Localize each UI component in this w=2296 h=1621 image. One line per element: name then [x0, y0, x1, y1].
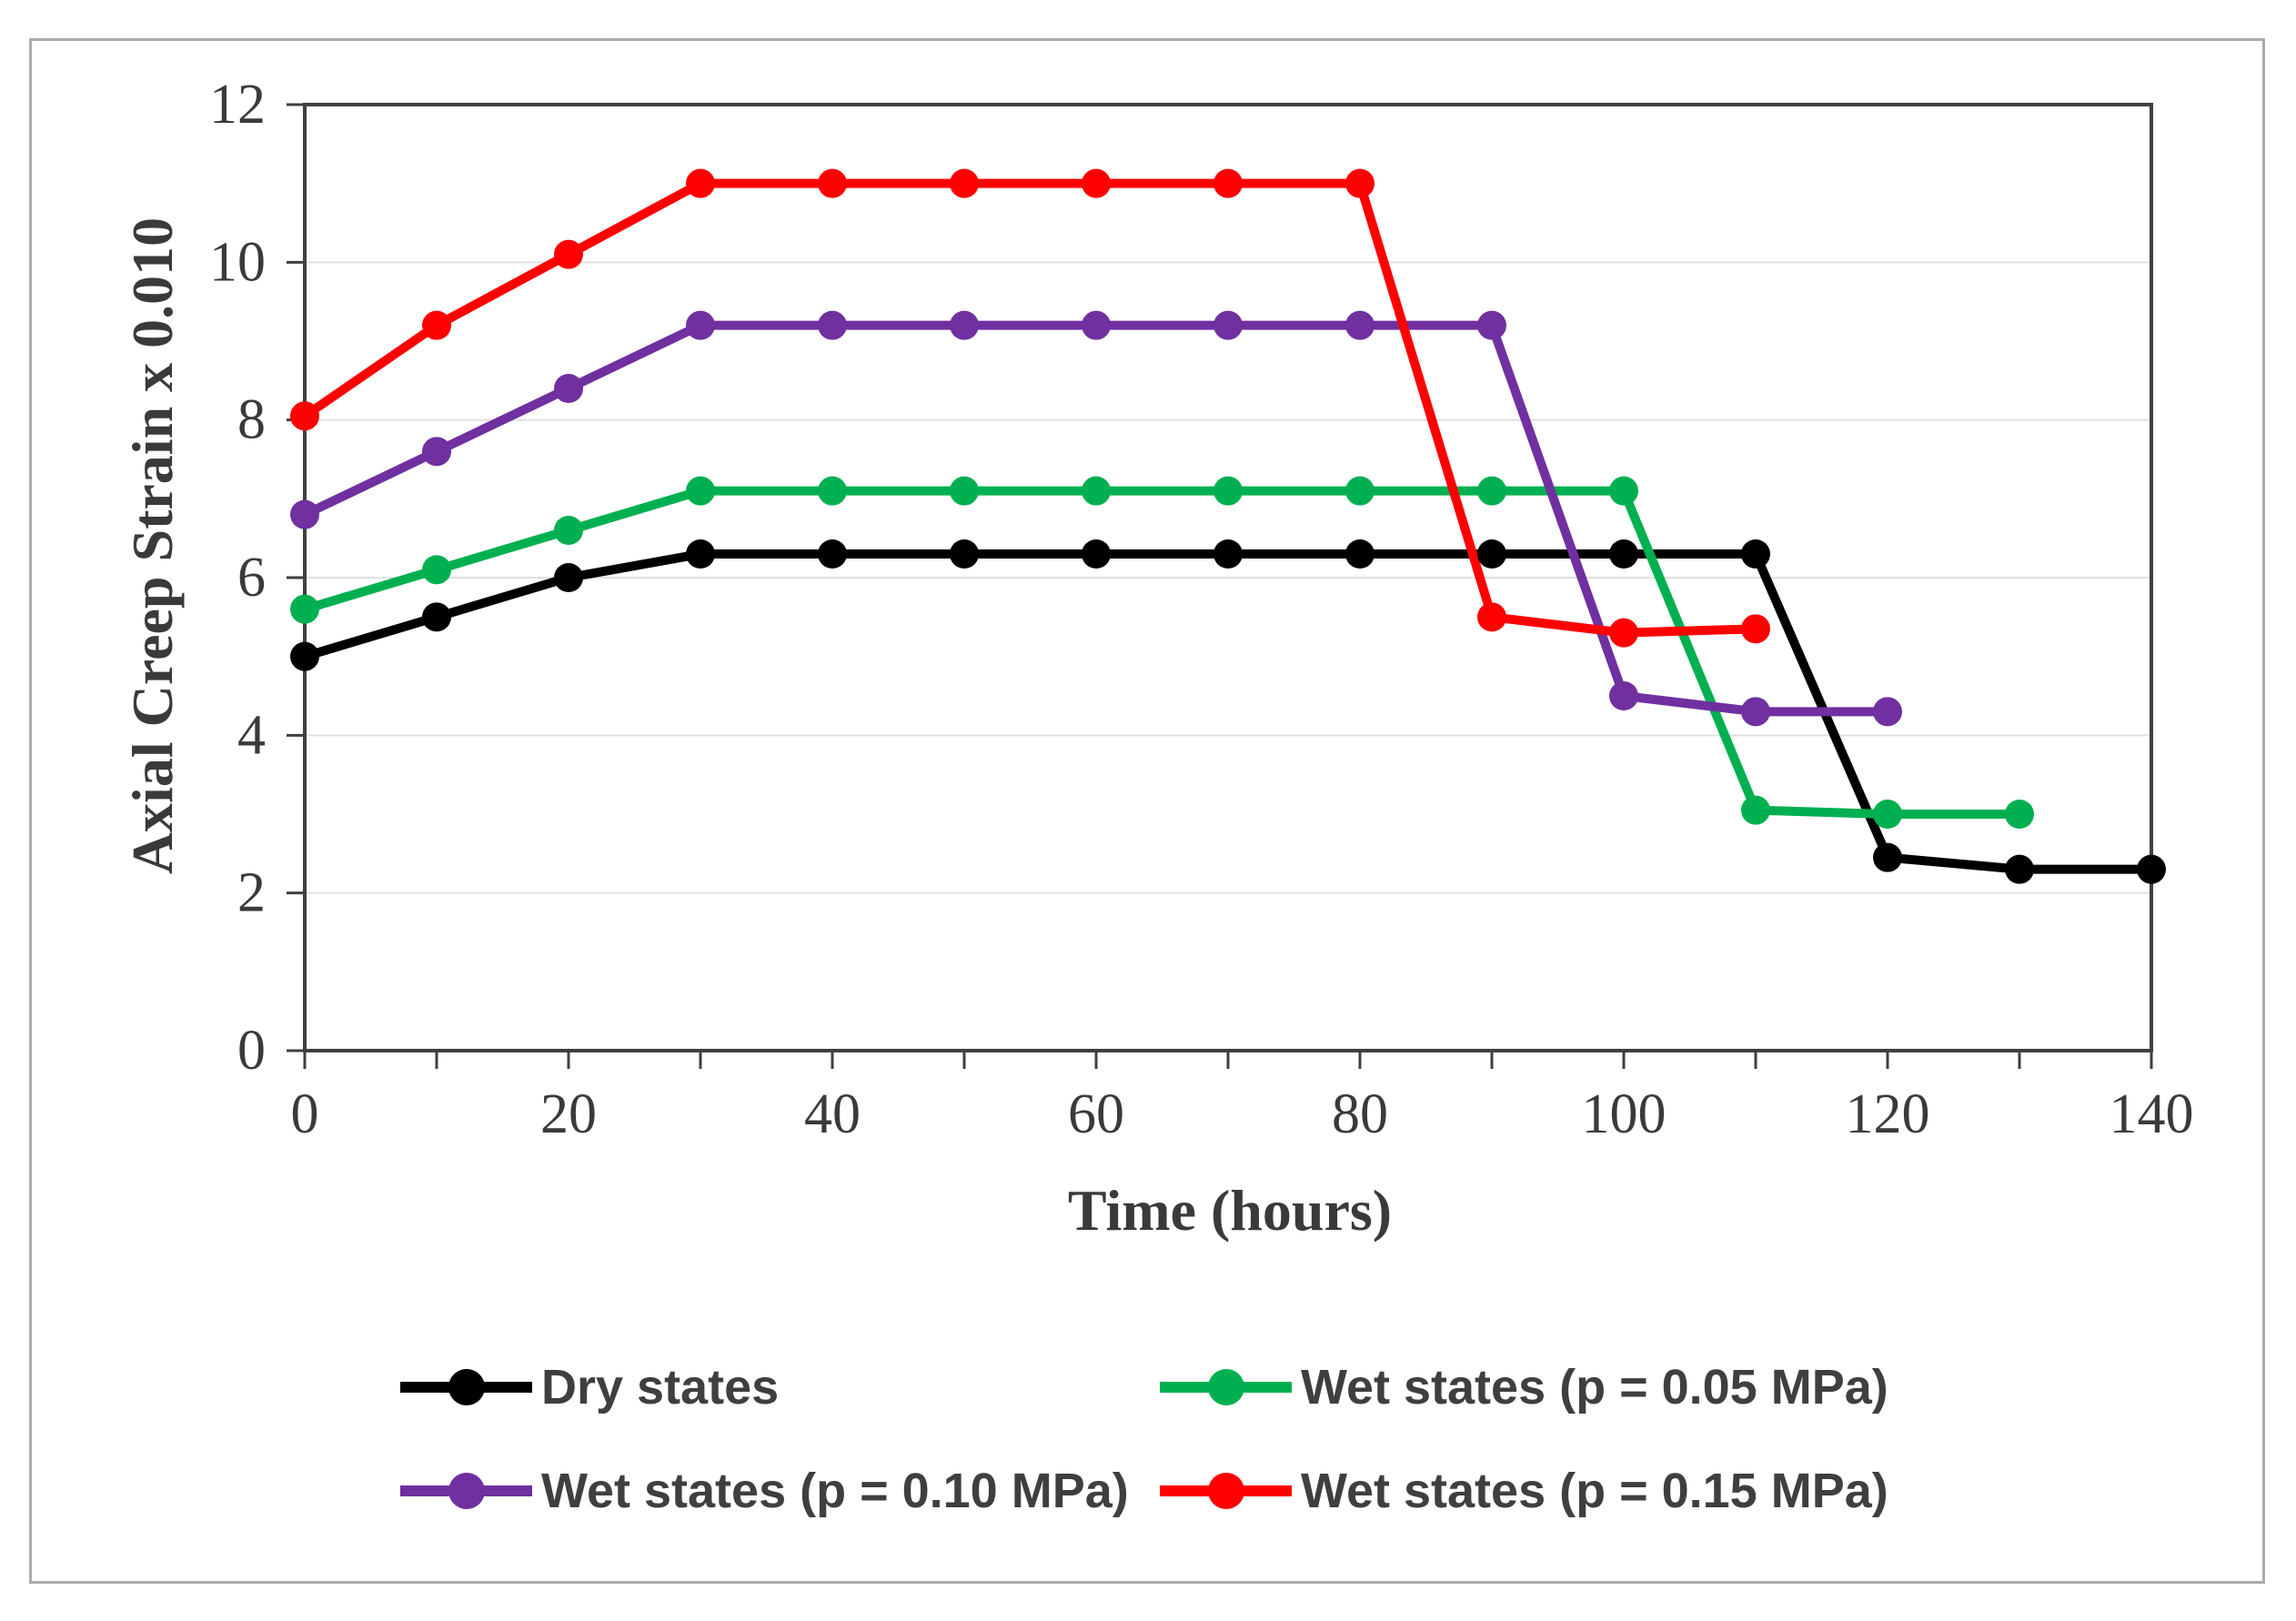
y-tick-label: 2	[237, 862, 266, 924]
legend-dot	[1207, 1369, 1244, 1405]
data-point-wet-states-010	[1741, 697, 1770, 727]
data-point-wet-states-005	[1213, 476, 1243, 506]
data-point-wet-states-015	[290, 401, 319, 431]
data-point-wet-states-010	[950, 310, 979, 340]
y-tick-label: 8	[237, 389, 266, 451]
data-point-wet-states-005	[2005, 800, 2034, 829]
legend-item-wet-states-010: Wet states (p = 0.10 MPa)	[400, 1463, 1160, 1519]
y-tick-label: 0	[237, 1020, 266, 1082]
x-tick-label: 20	[540, 1083, 597, 1145]
y-axis-title: Axial Creep Strain x 0.010	[120, 216, 185, 875]
data-point-dry-states	[1741, 539, 1770, 569]
legend-label-wet-states-010: Wet states (p = 0.10 MPa)	[541, 1464, 1129, 1518]
x-tick-label: 120	[1846, 1083, 1930, 1145]
legend-dot	[448, 1369, 485, 1405]
data-point-wet-states-010	[290, 499, 319, 529]
data-point-wet-states-015	[818, 168, 847, 198]
data-point-wet-states-005	[686, 476, 715, 506]
legend: Dry states Wet states (p = 0.05 MPa) Wet…	[400, 1335, 1888, 1543]
data-point-dry-states	[1873, 842, 1902, 872]
data-point-dry-states	[2137, 854, 2166, 884]
series-line-wet-states-010	[300, 320, 1892, 717]
data-point-dry-states	[1609, 539, 1638, 569]
data-point-dry-states	[1082, 539, 1111, 569]
line-marker-icon	[1160, 1369, 1292, 1405]
data-point-dry-states	[2005, 854, 2034, 884]
y-tick-label: 12	[209, 74, 266, 136]
data-point-wet-states-005	[1345, 476, 1375, 506]
data-point-wet-states-005	[554, 516, 583, 545]
x-axis-title: Time (hours)	[1067, 1178, 1393, 1243]
data-point-wet-states-005	[818, 476, 847, 506]
x-tick-label: 40	[804, 1083, 861, 1145]
data-point-wet-states-015	[1345, 168, 1375, 198]
legend-label-wet-states-005: Wet states (p = 0.05 MPa)	[1301, 1360, 1888, 1415]
legend-item-wet-states-015: Wet states (p = 0.15 MPa)	[1160, 1463, 1888, 1519]
legend-item-wet-states-005: Wet states (p = 0.05 MPa)	[1160, 1359, 1888, 1415]
data-point-wet-states-015	[1213, 168, 1243, 198]
data-point-wet-states-010	[1345, 310, 1375, 340]
legend-label-wet-states-015: Wet states (p = 0.15 MPa)	[1301, 1464, 1888, 1518]
data-point-dry-states	[686, 539, 715, 569]
data-point-wet-states-010	[422, 437, 451, 467]
data-point-wet-states-010	[554, 374, 583, 403]
data-point-dry-states	[554, 563, 583, 592]
data-point-dry-states	[818, 539, 847, 569]
data-point-wet-states-010	[1609, 681, 1638, 710]
data-point-wet-states-005	[290, 594, 319, 624]
data-point-wet-states-015	[950, 168, 979, 198]
series-line-wet-states-005	[300, 486, 2024, 819]
data-point-dry-states	[1345, 539, 1375, 569]
data-point-wet-states-005	[1741, 795, 1770, 825]
line-marker-icon	[400, 1473, 532, 1509]
data-point-wet-states-015	[1477, 602, 1506, 632]
data-point-wet-states-015	[1082, 168, 1111, 198]
y-tick-label: 10	[209, 231, 266, 293]
line-marker-icon	[400, 1369, 532, 1405]
data-point-dry-states	[1477, 539, 1506, 569]
data-point-wet-states-015	[1741, 614, 1770, 644]
data-point-wet-states-010	[1082, 310, 1111, 340]
data-point-wet-states-015	[1609, 618, 1638, 648]
data-point-wet-states-005	[1477, 476, 1506, 506]
legend-item-dry-states: Dry states	[400, 1359, 1160, 1415]
x-tick-label: 60	[1068, 1083, 1124, 1145]
legend-dot	[1207, 1473, 1244, 1509]
data-point-wet-states-005	[950, 476, 979, 506]
data-point-wet-states-005	[1609, 476, 1638, 506]
y-tick-label: 4	[237, 704, 266, 766]
data-point-dry-states	[290, 641, 319, 671]
data-point-wet-states-010	[1477, 310, 1506, 340]
legend-label-dry-states: Dry states	[541, 1360, 780, 1415]
data-point-wet-states-015	[686, 168, 715, 198]
data-point-wet-states-010	[818, 310, 847, 340]
data-point-wet-states-010	[1213, 310, 1243, 340]
y-tick-label: 6	[237, 547, 266, 609]
x-tick-label: 140	[2110, 1083, 2194, 1145]
data-point-dry-states	[950, 539, 979, 569]
data-point-wet-states-015	[422, 310, 451, 340]
x-tick-label: 100	[1582, 1083, 1667, 1145]
data-point-wet-states-015	[554, 239, 583, 269]
x-tick-label: 80	[1332, 1083, 1388, 1145]
series-line-wet-states-015	[300, 178, 1760, 638]
data-point-wet-states-005	[1873, 800, 1902, 829]
data-point-wet-states-010	[1873, 697, 1902, 727]
legend-dot	[448, 1473, 485, 1509]
data-point-dry-states	[1213, 539, 1243, 569]
line-marker-icon	[1160, 1473, 1292, 1509]
data-point-wet-states-005	[1082, 476, 1111, 506]
data-point-wet-states-005	[422, 555, 451, 585]
data-point-dry-states	[422, 602, 451, 632]
data-point-wet-states-010	[686, 310, 715, 340]
x-tick-label: 0	[291, 1083, 319, 1145]
